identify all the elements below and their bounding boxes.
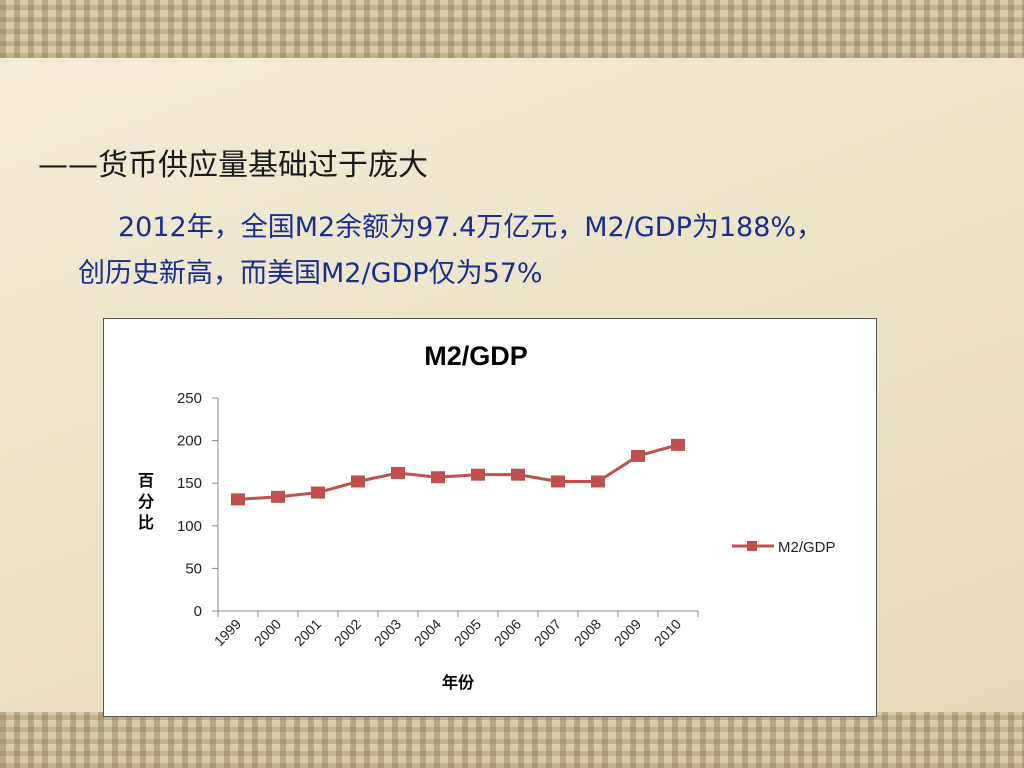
y-axis-label-char: 比: [138, 514, 154, 532]
data-point: [591, 475, 605, 488]
data-point: [271, 490, 285, 503]
y-axis-label-char: 分: [138, 493, 154, 511]
x-tick-label: 2009: [611, 616, 644, 649]
y-tick-label: 200: [177, 433, 202, 450]
x-tick-label: 2005: [451, 616, 484, 649]
x-tick-label: 2002: [331, 616, 364, 649]
x-tick-label: 2001: [291, 616, 324, 649]
x-tick-label: 2003: [371, 616, 404, 649]
data-point: [631, 449, 645, 462]
body-text-line-1: 2012年，全国M2余额为97.4万亿元，M2/GDP为188%，: [118, 212, 824, 243]
data-point: [351, 475, 365, 488]
y-axis-label: 百分比: [138, 472, 154, 532]
y-tick-label: 0: [194, 603, 202, 620]
data-point: [551, 475, 565, 488]
y-axis-ticks: 0 50 100 150 200 250: [177, 390, 218, 620]
data-point: [511, 468, 525, 481]
x-tick-label: 2007: [531, 616, 564, 649]
data-point: [311, 486, 325, 499]
legend-marker: [747, 541, 757, 551]
chart-container: M2/GDP 0 50 100 150 200 250 1999 2000 2001 2002 2…: [103, 318, 877, 717]
y-axis-label-char: 百: [138, 472, 154, 490]
series-line: [237, 443, 679, 501]
y-tick-label: 50: [185, 560, 202, 577]
slide-heading: ——货币供应量基础过于庞大: [38, 148, 428, 183]
series-m2-gdp: [231, 438, 685, 506]
y-tick-label: 100: [177, 518, 202, 535]
chart-title: M2/GDP: [424, 341, 528, 371]
x-tick-label: 2000: [251, 616, 284, 649]
x-tick-label: 2004: [411, 616, 444, 649]
x-tick-label: 1999: [211, 616, 244, 649]
data-point: [671, 438, 685, 451]
legend: M2/GDP: [732, 539, 836, 556]
x-tick-label: 2010: [651, 616, 684, 649]
decorative-border-bottom: [0, 712, 1024, 768]
x-tick-label: 2008: [571, 616, 604, 649]
data-point: [431, 471, 445, 484]
data-point: [471, 468, 485, 481]
x-axis-label: 年份: [442, 673, 475, 692]
body-text-line-2: 创历史新高，而美国M2/GDP仅为57%: [78, 258, 543, 289]
x-axis-ticks: 1999 2000 2001 2002 2003 2004 2005 2006 2007 2008…: [211, 611, 699, 649]
y-tick-label: 250: [177, 390, 202, 407]
data-point: [231, 493, 245, 506]
legend-label: M2/GDP: [778, 539, 836, 556]
data-point: [391, 466, 405, 479]
decorative-border-top: [0, 0, 1024, 58]
y-tick-label: 150: [177, 475, 202, 492]
x-tick-label: 2006: [491, 616, 524, 649]
